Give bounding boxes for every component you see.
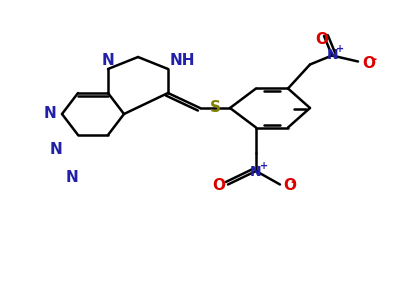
Text: S: S [210, 100, 221, 116]
Text: N: N [66, 169, 78, 184]
Text: O: O [362, 56, 375, 70]
Text: +: + [260, 160, 268, 171]
Text: +: + [336, 44, 344, 54]
Text: -: - [291, 176, 296, 189]
Text: O: O [316, 32, 328, 47]
Text: NH: NH [170, 53, 196, 68]
Text: N: N [250, 165, 262, 178]
Text: -: - [372, 53, 376, 67]
Text: N: N [326, 48, 338, 62]
Text: O: O [283, 178, 296, 194]
Text: N: N [102, 53, 114, 68]
Text: N: N [43, 106, 56, 121]
Text: O: O [212, 178, 225, 194]
Text: N: N [50, 142, 63, 158]
